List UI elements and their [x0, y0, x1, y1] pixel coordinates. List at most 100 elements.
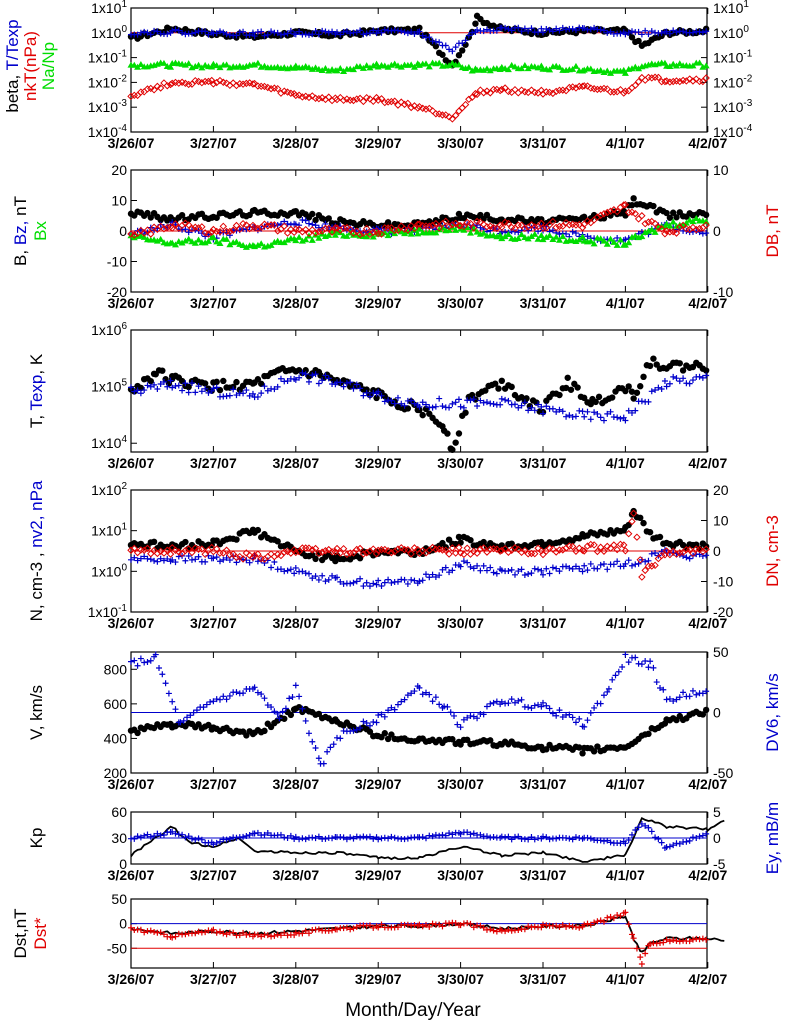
data-point [302, 217, 309, 224]
data-point [457, 403, 464, 410]
data-point [388, 27, 395, 34]
data-point [502, 834, 509, 841]
data-point [455, 221, 463, 230]
data-point [464, 920, 471, 927]
data-point [695, 224, 704, 233]
data-point [607, 69, 615, 76]
data-point [195, 236, 203, 243]
data-point [203, 701, 210, 708]
data-point [620, 89, 628, 97]
data-point [169, 27, 176, 34]
data-point [498, 235, 506, 242]
data-point [401, 230, 409, 237]
data-point [470, 830, 477, 837]
data-point [312, 371, 319, 378]
data-point [283, 229, 292, 237]
data-point [137, 88, 145, 96]
data-point [260, 220, 269, 228]
data-point [645, 730, 652, 738]
data-point [518, 402, 525, 409]
y-tick-label: 50 [111, 891, 127, 907]
data-point [583, 82, 592, 90]
data-point [685, 546, 694, 554]
data-point [625, 239, 633, 246]
data-point [360, 31, 367, 38]
data-point [296, 28, 303, 35]
data-point [592, 398, 599, 406]
data-point [160, 79, 168, 87]
data-point [505, 833, 512, 840]
data-point [425, 63, 433, 70]
data-point [394, 394, 401, 401]
data-point [508, 696, 515, 703]
data-point [625, 557, 632, 564]
data-point [322, 28, 329, 35]
data-point [498, 833, 505, 840]
data-point [261, 831, 268, 838]
data-point [546, 836, 553, 843]
data-point [435, 59, 443, 66]
data-point [277, 375, 284, 382]
data-point [449, 831, 456, 838]
date-label: 3/31/07 [520, 455, 567, 471]
data-point [555, 63, 563, 70]
data-point [540, 699, 546, 706]
data-point [229, 226, 237, 234]
y-tick-label: 1x10-2 [88, 73, 128, 90]
data-point [572, 413, 579, 420]
data-point [432, 43, 440, 50]
data-point [540, 833, 546, 840]
data-point [245, 551, 254, 560]
data-point [455, 430, 463, 437]
data-point [449, 736, 456, 743]
data-point [152, 651, 159, 658]
y-tick-label: 200 [104, 765, 128, 781]
data-point [418, 546, 427, 555]
data-point [350, 925, 357, 932]
data-point [543, 26, 550, 33]
data-point [213, 214, 220, 221]
data-point [480, 399, 487, 406]
data-point [404, 226, 412, 234]
data-point [610, 541, 618, 549]
data-point [587, 921, 594, 928]
date-label: 3/26/07 [108, 455, 155, 471]
data-point [447, 709, 454, 716]
data-point [686, 938, 693, 945]
data-point [404, 30, 411, 37]
data-point [347, 926, 354, 933]
data-point [471, 89, 480, 98]
data-point [632, 407, 639, 414]
data-point [467, 536, 474, 544]
data-point [631, 81, 639, 90]
data-point [359, 97, 368, 106]
data-point [147, 657, 154, 664]
data-point [167, 63, 175, 70]
data-point [562, 218, 570, 227]
data-point [435, 218, 443, 226]
data-point [445, 62, 453, 69]
data-point [587, 65, 595, 72]
data-point [556, 923, 563, 930]
data-point [254, 393, 261, 400]
data-point [451, 111, 460, 120]
data-point [603, 542, 611, 551]
series-n [127, 507, 710, 565]
data-point [332, 557, 339, 565]
data-point [552, 87, 560, 96]
data-point [370, 389, 377, 396]
data-point [600, 27, 607, 34]
data-point [638, 31, 645, 38]
data-point [339, 224, 348, 232]
data-point [213, 554, 220, 561]
data-point [134, 729, 141, 737]
data-point [353, 833, 360, 840]
data-point [194, 224, 203, 232]
data-point [181, 237, 189, 244]
data-point [666, 30, 673, 37]
data-point [689, 377, 696, 384]
data-point [242, 221, 251, 229]
data-point [209, 225, 218, 234]
data-point [264, 222, 272, 230]
data-point [153, 237, 161, 244]
